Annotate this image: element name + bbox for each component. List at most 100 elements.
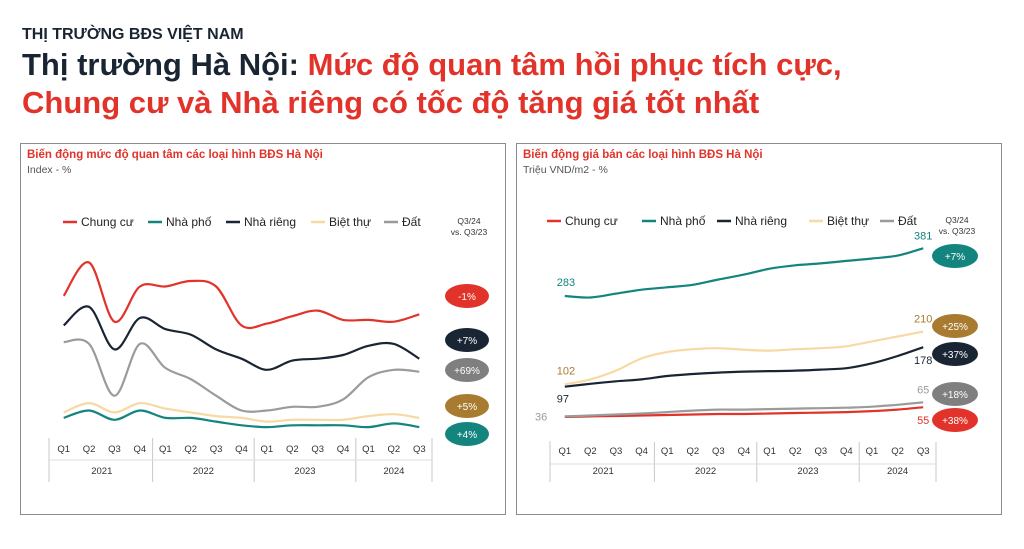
change-badge: [445, 284, 489, 308]
chart-subtitle: Triệu VND/m2 - %: [523, 164, 608, 176]
x-tick-label: Q3: [108, 444, 121, 455]
x-tick-label: Q1: [661, 446, 674, 457]
change-badge: [932, 382, 978, 406]
change-badge-label: +69%: [454, 366, 480, 377]
x-tick-label: Q1: [558, 446, 571, 457]
legend-label: Đất: [898, 214, 917, 228]
page-title: Thị trường Hà Nội: Mức độ quan tâm hồi p…: [22, 46, 842, 122]
x-tick-label: Q4: [738, 446, 751, 457]
x-tick-label: Q4: [235, 444, 248, 455]
data-label: 55: [917, 415, 929, 427]
change-badge-label: +38%: [942, 416, 968, 427]
x-tick-label: Q1: [261, 444, 274, 455]
legend-label: Nhà riêng: [735, 214, 787, 228]
change-badge: [445, 358, 489, 382]
data-label: 97: [557, 394, 569, 406]
legend-label: Biệt thự: [827, 214, 869, 228]
series-line: [564, 247, 924, 299]
badge-header: Q3/24: [457, 216, 480, 226]
x-tick-label: Q1: [866, 446, 879, 457]
interest-index-chart-panel: Biến động mức độ quan tâm các loại hình …: [20, 143, 506, 515]
data-label: 102: [557, 365, 575, 377]
x-tick-label: Q2: [891, 446, 904, 457]
x-tick-label: Q2: [584, 446, 597, 457]
x-tick-label: Q2: [388, 444, 401, 455]
data-label: 65: [917, 384, 929, 396]
legend-label: Chung cư: [81, 215, 134, 229]
x-year-label: 2023: [797, 466, 818, 477]
series-line: [62, 305, 420, 371]
series-line: [564, 330, 924, 386]
x-tick-label: Q1: [159, 444, 172, 455]
x-tick-label: Q3: [712, 446, 725, 457]
x-tick-label: Q4: [840, 446, 853, 457]
change-badge: [445, 328, 489, 352]
x-year-label: 2024: [887, 466, 908, 477]
change-badge: [932, 342, 978, 366]
x-year-label: 2021: [91, 466, 112, 477]
x-tick-label: Q2: [83, 444, 96, 455]
chart-title: Biến động mức độ quan tâm các loại hình …: [27, 149, 323, 161]
x-tick-label: Q3: [413, 444, 426, 455]
change-badge-label: +7%: [457, 336, 477, 347]
change-badge: [932, 314, 978, 338]
x-tick-label: Q2: [686, 446, 699, 457]
chart-title: Biến động giá bán các loại hình BĐS Hà N…: [523, 149, 763, 161]
change-badge: [445, 422, 489, 446]
legend-label: Nhà phố: [166, 215, 212, 229]
change-badge-label: +25%: [942, 322, 968, 333]
interest-index-chart: Chung cư Nhà phố Nhà riêng Biệt thự Đất Q3/24…: [48, 215, 489, 482]
change-badge-label: +37%: [942, 350, 968, 361]
legend-label: Biệt thự: [329, 215, 371, 229]
series-line: [63, 401, 420, 423]
series-line: [63, 338, 420, 413]
x-tick-label: Q4: [337, 444, 350, 455]
change-badge: [932, 408, 978, 432]
change-badge-label: +5%: [457, 402, 477, 413]
x-year-label: 2021: [593, 466, 614, 477]
data-label: 283: [557, 277, 575, 289]
x-tick-label: Q3: [610, 446, 623, 457]
title-black-part: Thị trường Hà Nội:: [22, 47, 299, 82]
x-year-label: 2022: [193, 466, 214, 477]
x-year-label: 2023: [294, 466, 315, 477]
series-line: [564, 401, 924, 418]
change-badge: [445, 394, 489, 418]
data-label: 36: [535, 411, 547, 423]
series-line: [564, 406, 924, 418]
x-tick-label: Q3: [917, 446, 930, 457]
change-badge-label: +7%: [945, 252, 965, 263]
change-badge: [932, 244, 978, 268]
change-badge-label: +4%: [457, 430, 477, 441]
legend-label: Nhà phố: [660, 214, 706, 228]
series-line: [564, 346, 924, 388]
x-tick-label: Q1: [57, 444, 70, 455]
x-tick-label: Q4: [134, 444, 147, 455]
x-tick-label: Q3: [814, 446, 827, 457]
price-chart-panel: Biến động giá bán các loại hình BĐS Hà N…: [516, 143, 1002, 515]
x-tick-label: Q2: [789, 446, 802, 457]
badge-header: Q3/24: [945, 215, 968, 225]
x-tick-label: Q3: [311, 444, 324, 455]
badge-header: vs. Q3/23: [939, 226, 976, 236]
x-tick-label: Q2: [184, 444, 197, 455]
section-kicker: THỊ TRƯỜNG BĐS VIỆT NAM: [22, 26, 244, 43]
change-badge-label: +18%: [942, 390, 968, 401]
price-chart: Chung cư Nhà phố Nhà riêng Biệt thự Đất Q3/24…: [535, 214, 978, 482]
x-tick-label: Q4: [635, 446, 648, 457]
x-year-label: 2022: [695, 466, 716, 477]
badge-header: vs. Q3/23: [451, 227, 488, 237]
change-badge-label: -1%: [458, 292, 476, 303]
title-red-line-1: Mức độ quan tâm hồi phục tích cực,: [307, 47, 842, 82]
data-label: 210: [914, 314, 932, 326]
legend-label: Chung cư: [565, 214, 618, 228]
x-tick-label: Q1: [362, 444, 375, 455]
x-tick-label: Q1: [763, 446, 776, 457]
data-label: 381: [914, 230, 932, 242]
x-tick-label: Q3: [210, 444, 223, 455]
legend-label: Đất: [402, 215, 421, 229]
data-label: 178: [914, 355, 932, 367]
x-year-label: 2024: [383, 466, 404, 477]
x-tick-label: Q2: [286, 444, 299, 455]
series-line: [62, 261, 420, 330]
